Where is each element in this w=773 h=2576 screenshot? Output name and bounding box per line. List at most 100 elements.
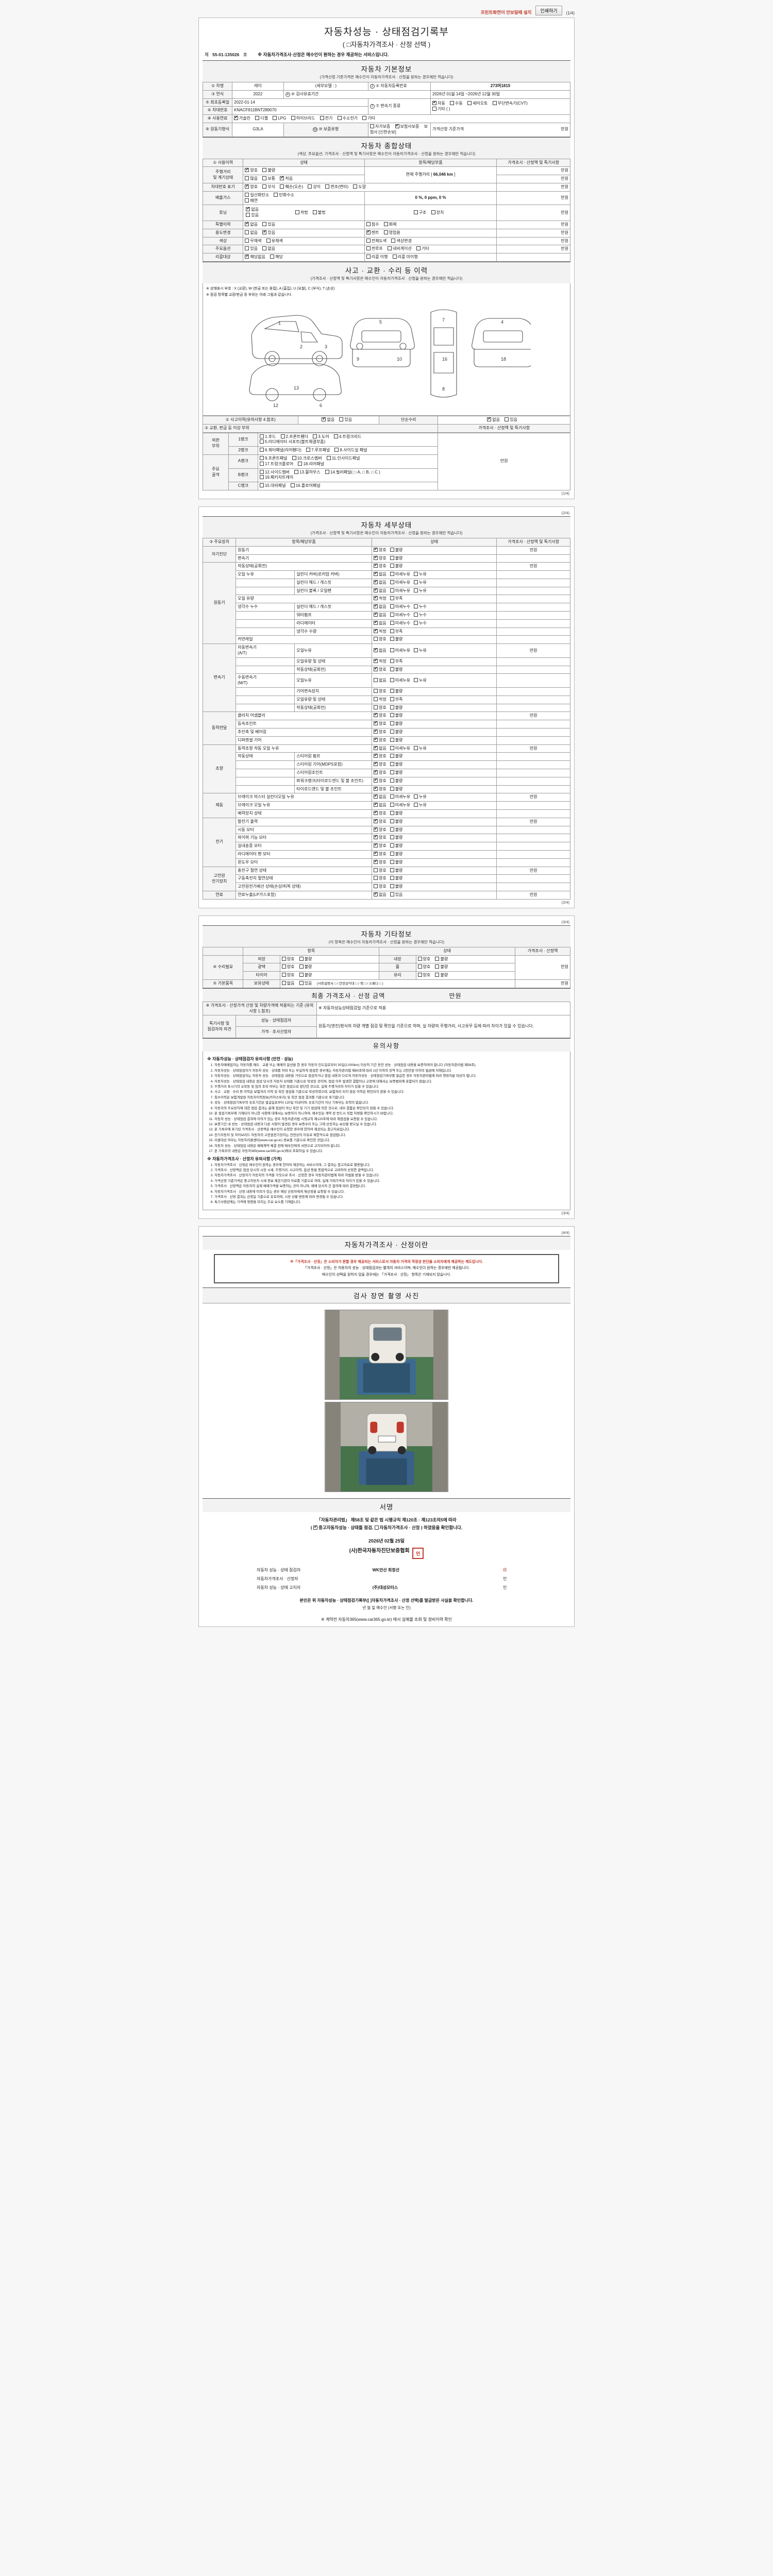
status-option[interactable]: 불량	[390, 689, 402, 694]
checkbox-icon[interactable]	[390, 705, 394, 709]
accident-option[interactable]: 없음	[322, 416, 334, 423]
warranty-option[interactable]: 보험사보증	[395, 123, 419, 130]
status-option[interactable]: 양호	[373, 720, 386, 727]
checkbox-icon[interactable]	[373, 563, 378, 568]
status-option[interactable]: 불량	[390, 819, 402, 825]
checkbox-icon[interactable]	[413, 210, 418, 214]
transmission-option[interactable]: 수동	[450, 101, 463, 107]
transmission-option[interactable]: 자동	[432, 100, 445, 107]
part-option[interactable]: 5.라디에이터 서포트(볼트체결부품)	[259, 439, 325, 445]
checkbox-icon[interactable]	[417, 956, 422, 961]
state-option[interactable]: 있음	[246, 213, 259, 218]
checkbox-icon[interactable]	[390, 667, 394, 671]
checkbox-icon[interactable]	[245, 176, 249, 181]
checkbox-icon[interactable]	[432, 100, 437, 106]
checkbox-icon[interactable]	[390, 754, 394, 758]
checkbox-icon[interactable]	[390, 697, 394, 701]
checkbox-icon[interactable]	[414, 588, 418, 592]
checkbox-icon[interactable]	[262, 222, 267, 226]
checkbox-icon[interactable]	[281, 956, 286, 961]
state-option[interactable]: 훼손(오손)	[280, 184, 303, 190]
status-option[interactable]: 양호	[373, 705, 386, 711]
checkbox-icon[interactable]	[280, 184, 284, 189]
checkbox-icon[interactable]	[492, 101, 497, 106]
status-option[interactable]: 미세누수	[390, 604, 410, 610]
checkbox-icon[interactable]	[390, 745, 394, 750]
checkbox-icon[interactable]	[259, 455, 264, 460]
status-option[interactable]: 적정	[373, 658, 386, 665]
etc-option[interactable]: 불량	[299, 956, 312, 962]
checkbox-icon[interactable]	[320, 116, 324, 121]
status-option[interactable]: 부족	[390, 629, 402, 635]
status-option[interactable]: 누수	[414, 604, 427, 610]
checkbox-icon[interactable]	[373, 761, 378, 767]
checkbox-icon[interactable]	[373, 745, 378, 750]
status-option[interactable]: 미세누수	[390, 613, 410, 618]
checkbox-icon[interactable]	[391, 238, 396, 243]
checkbox-icon[interactable]	[390, 730, 394, 734]
print-button[interactable]: 인쇄하기	[535, 6, 562, 15]
status-option[interactable]: 불량	[390, 770, 402, 776]
state-option[interactable]: 있음	[262, 229, 275, 236]
recall-option[interactable]: 리콜 이행	[366, 255, 388, 260]
state-option[interactable]: 적음	[280, 175, 293, 182]
checkbox-icon[interactable]	[281, 980, 286, 985]
state-option[interactable]: 해당	[270, 255, 283, 260]
checkbox-icon[interactable]	[390, 572, 394, 577]
state-option[interactable]: 유채색	[266, 238, 283, 244]
checkbox-icon[interactable]	[390, 794, 394, 799]
checkbox-icon[interactable]	[390, 620, 394, 625]
etc-option[interactable]: 있음	[299, 980, 312, 987]
status-option[interactable]: 양호	[373, 851, 386, 857]
status-option[interactable]: 부족	[390, 658, 402, 665]
checkbox-icon[interactable]	[373, 677, 378, 682]
checkbox-icon[interactable]	[414, 677, 418, 682]
status-option[interactable]: 양호	[373, 826, 386, 833]
status-option[interactable]: 미세누유	[390, 803, 410, 808]
warranty-option[interactable]: 자가보증	[369, 124, 390, 130]
checkbox-icon[interactable]	[414, 745, 418, 750]
simple-repair-option[interactable]: 없음	[487, 416, 500, 423]
status-option[interactable]: 없음	[373, 571, 386, 578]
checkbox-icon[interactable]	[262, 168, 267, 173]
checkbox-icon[interactable]	[234, 115, 239, 121]
fuel-option[interactable]: 수소전기	[337, 116, 358, 122]
status-option[interactable]: 미세누유	[390, 588, 410, 594]
status-option[interactable]: 불량	[390, 859, 402, 866]
status-option[interactable]: 불량	[390, 564, 402, 569]
status-option[interactable]: 양호	[373, 728, 386, 735]
checkbox-icon[interactable]	[390, 770, 394, 775]
checkbox-icon[interactable]	[373, 571, 378, 577]
checkbox-icon[interactable]	[245, 198, 249, 202]
etc-option[interactable]: 양호	[417, 956, 430, 962]
status-option[interactable]: 누유	[414, 677, 427, 684]
status-option[interactable]: 불량	[390, 721, 402, 727]
status-option[interactable]: 양호	[373, 666, 386, 673]
part-option[interactable]: 18.리어패널	[298, 461, 324, 467]
status-option[interactable]: 불량	[390, 737, 402, 743]
checkbox-icon[interactable]	[373, 658, 378, 663]
checkbox-icon[interactable]	[366, 255, 371, 259]
status-option[interactable]: 양호	[373, 876, 386, 882]
state-option[interactable]: 양호	[245, 167, 258, 174]
checkbox-icon[interactable]	[373, 876, 378, 880]
checkbox-icon[interactable]	[246, 206, 250, 212]
checkbox-icon[interactable]	[390, 713, 394, 718]
checkbox-icon[interactable]	[390, 859, 394, 864]
part-option[interactable]: 8.사이드실 패널	[334, 448, 367, 453]
status-option[interactable]: 없음	[373, 603, 386, 610]
etc-option[interactable]: 양호	[281, 956, 294, 962]
status-option[interactable]: 불량	[390, 851, 402, 857]
state-option[interactable]: 매연	[245, 198, 258, 204]
fuel-option[interactable]: 전기	[320, 116, 332, 122]
usage-change-option[interactable]: 영업용	[383, 230, 400, 236]
checkbox-icon[interactable]	[339, 417, 344, 421]
status-option[interactable]: 누유	[414, 572, 427, 578]
etc-option[interactable]: 불량	[435, 956, 448, 962]
checkbox-icon[interactable]	[388, 246, 392, 251]
checkbox-icon[interactable]	[308, 184, 312, 189]
checkbox-icon[interactable]	[291, 116, 295, 121]
status-option[interactable]: 불량	[390, 811, 402, 817]
etc-option[interactable]: 불량	[435, 964, 448, 970]
checkbox-icon[interactable]	[390, 588, 394, 592]
